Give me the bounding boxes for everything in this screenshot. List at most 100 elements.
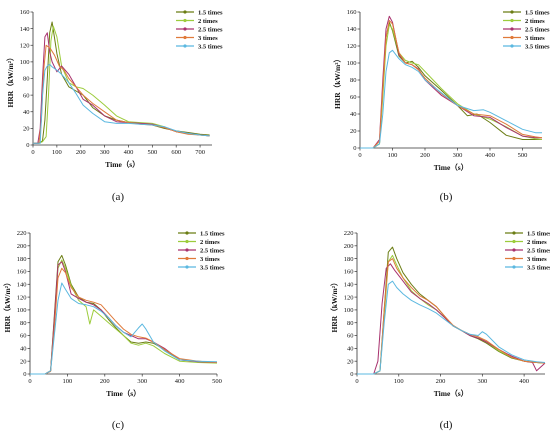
legend-marker xyxy=(185,239,189,244)
legend-marker xyxy=(183,10,187,14)
y-tick-label: 60 xyxy=(20,333,27,340)
legend-marker xyxy=(512,239,516,244)
legend-label: 2 times xyxy=(525,18,545,25)
legend-label: 1.5 times xyxy=(200,230,225,237)
x-tick-label: 300 xyxy=(477,378,487,385)
y-axis-title: HRR（kW/m²） xyxy=(329,279,339,333)
legend-marker xyxy=(510,27,514,31)
legend-label: 2 times xyxy=(200,239,220,246)
series-line-5 xyxy=(30,282,218,375)
legend-marker xyxy=(183,18,187,23)
x-tick-label: 500 xyxy=(518,152,528,159)
legend-marker xyxy=(185,231,189,235)
y-axis-title: HRR（kW/m²） xyxy=(2,279,12,333)
y-tick-label: 220 xyxy=(17,230,27,237)
y-tick-label: 100 xyxy=(20,59,30,66)
x-tick-label: 300 xyxy=(100,149,110,156)
panel-label: (d) xyxy=(440,419,453,431)
x-tick-label: 500 xyxy=(212,378,222,385)
legend-label: 2 times xyxy=(198,18,218,25)
y-tick-label: 80 xyxy=(23,76,30,83)
y-tick-label: 160 xyxy=(20,9,30,16)
series-line-5 xyxy=(360,49,542,149)
x-tick-label: 200 xyxy=(76,149,86,156)
x-tick-label: 0 xyxy=(31,149,34,156)
legend-marker xyxy=(510,35,514,40)
legend-marker xyxy=(183,27,187,31)
y-tick-label: 80 xyxy=(350,77,357,84)
series-line-4 xyxy=(360,20,543,149)
y-tick-label: 20 xyxy=(23,126,30,133)
series-line-1 xyxy=(33,21,210,144)
x-tick-label: 0 xyxy=(355,378,358,385)
legend-label: 1.5 times xyxy=(525,9,550,16)
x-tick-label: 300 xyxy=(453,152,463,159)
y-tick-label: 0 xyxy=(26,142,29,149)
y-tick-label: 0 xyxy=(350,371,353,378)
x-axis-title: Time（s） xyxy=(106,388,140,398)
x-axis-title: Time（s） xyxy=(105,159,139,169)
y-tick-label: 120 xyxy=(20,42,30,49)
y-tick-label: 60 xyxy=(350,94,357,101)
legend-label: 3 times xyxy=(198,35,218,42)
y-tick-label: 60 xyxy=(23,92,30,99)
y-tick-label: 0 xyxy=(23,371,26,378)
y-tick-label: 120 xyxy=(17,294,27,301)
x-tick-label: 200 xyxy=(420,152,430,159)
legend-marker xyxy=(183,35,187,40)
series-line-4 xyxy=(30,267,218,375)
legend-marker xyxy=(512,231,516,235)
x-tick-label: 0 xyxy=(358,152,361,159)
legend-label: 1.5 times xyxy=(527,230,550,237)
y-tick-label: 40 xyxy=(350,111,357,118)
y-tick-label: 140 xyxy=(20,26,30,33)
y-tick-label: 20 xyxy=(350,128,357,135)
series-line-5 xyxy=(357,280,546,375)
legend-label: 2.5 times xyxy=(525,26,550,33)
series-line-2 xyxy=(33,25,210,144)
legend-label: 2.5 times xyxy=(200,247,225,254)
series-line-5 xyxy=(33,63,210,144)
legend-marker xyxy=(183,44,187,48)
x-tick-label: 200 xyxy=(436,378,446,385)
x-axis-title: Time（s） xyxy=(434,388,468,398)
legend-marker xyxy=(510,10,514,14)
legend-label: 3.5 times xyxy=(525,43,550,50)
y-tick-label: 180 xyxy=(344,256,354,263)
y-tick-label: 40 xyxy=(20,346,27,353)
legend-label: 2 times xyxy=(527,239,547,246)
legend-label: 2.5 times xyxy=(198,26,223,33)
y-tick-label: 40 xyxy=(347,346,354,353)
x-tick-label: 700 xyxy=(195,149,205,156)
y-tick-label: 0 xyxy=(353,145,356,152)
y-tick-label: 140 xyxy=(17,281,27,288)
legend-marker xyxy=(512,256,516,261)
panel-label: (c) xyxy=(112,419,125,431)
legend-marker xyxy=(510,44,514,48)
chart-panel-2: 0 100 200 300 400 500 0 20 40 60 80 100 120 140 160 Tim… xyxy=(332,9,550,203)
x-tick-label: 600 xyxy=(171,149,181,156)
y-tick-label: 200 xyxy=(344,243,354,250)
x-tick-label: 100 xyxy=(388,152,398,159)
x-tick-label: 500 xyxy=(147,149,157,156)
legend-label: 3 times xyxy=(527,256,547,263)
panel-label: (b) xyxy=(440,191,453,203)
chart-panel-3: 0 100 200 300 400 500 0 20 40 60 80 100 120 140 160 180… xyxy=(2,230,225,431)
panel-label: (a) xyxy=(112,191,125,203)
x-tick-label: 100 xyxy=(52,149,62,156)
legend-marker xyxy=(185,248,189,252)
y-axis-title: HRR（kW/m²） xyxy=(5,54,15,108)
y-tick-label: 100 xyxy=(347,60,357,67)
y-axis-title: HRR（kW/m²） xyxy=(332,55,342,109)
series-line-3 xyxy=(33,32,210,144)
y-tick-label: 20 xyxy=(347,358,354,365)
legend-label: 2.5 times xyxy=(527,247,550,254)
legend-marker xyxy=(510,18,514,23)
y-tick-label: 100 xyxy=(17,307,27,314)
y-tick-label: 60 xyxy=(347,333,354,340)
legend-label: 3.5 times xyxy=(200,264,225,271)
